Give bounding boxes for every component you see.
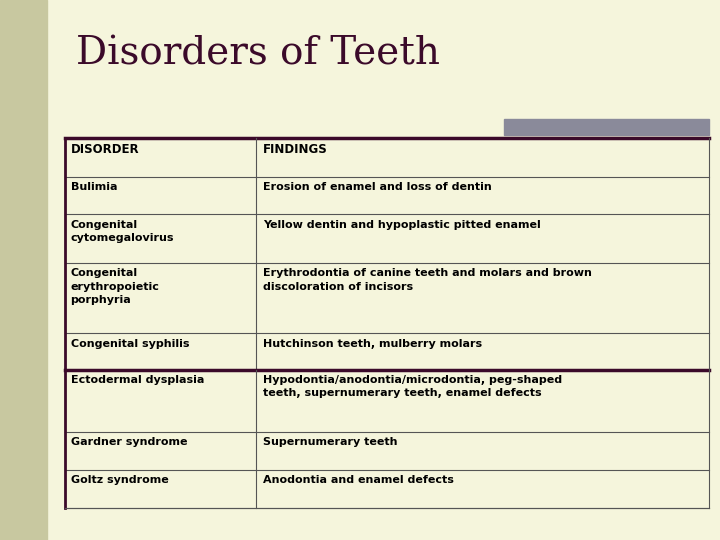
Text: Erosion of enamel and loss of dentin: Erosion of enamel and loss of dentin <box>263 182 492 192</box>
Bar <box>0 0 47 540</box>
Text: Hutchinson teeth, mulberry molars: Hutchinson teeth, mulberry molars <box>263 339 482 349</box>
Text: Anodontia and enamel defects: Anodontia and enamel defects <box>263 475 454 485</box>
Text: Disorders of Teeth: Disorders of Teeth <box>76 35 440 72</box>
Bar <box>504 119 709 135</box>
Text: Yellow dentin and hypoplastic pitted enamel: Yellow dentin and hypoplastic pitted ena… <box>263 220 541 230</box>
Text: Hypodontia/anodontia/microdontia, peg-shaped
teeth, supernumerary teeth, enamel : Hypodontia/anodontia/microdontia, peg-sh… <box>263 375 562 399</box>
Text: FINDINGS: FINDINGS <box>263 143 328 156</box>
Text: Supernumerary teeth: Supernumerary teeth <box>263 437 397 448</box>
Text: Bulimia: Bulimia <box>71 182 117 192</box>
Text: DISORDER: DISORDER <box>71 143 139 156</box>
Text: Erythrodontia of canine teeth and molars and brown
discoloration of incisors: Erythrodontia of canine teeth and molars… <box>263 268 592 292</box>
Text: Gardner syndrome: Gardner syndrome <box>71 437 187 448</box>
Text: Goltz syndrome: Goltz syndrome <box>71 475 168 485</box>
Text: Congenital syphilis: Congenital syphilis <box>71 339 189 349</box>
Text: Congenital
cytomegalovirus: Congenital cytomegalovirus <box>71 220 174 243</box>
Text: Congenital
erythropoietic
porphyria: Congenital erythropoietic porphyria <box>71 268 159 305</box>
Text: Ectodermal dysplasia: Ectodermal dysplasia <box>71 375 204 386</box>
